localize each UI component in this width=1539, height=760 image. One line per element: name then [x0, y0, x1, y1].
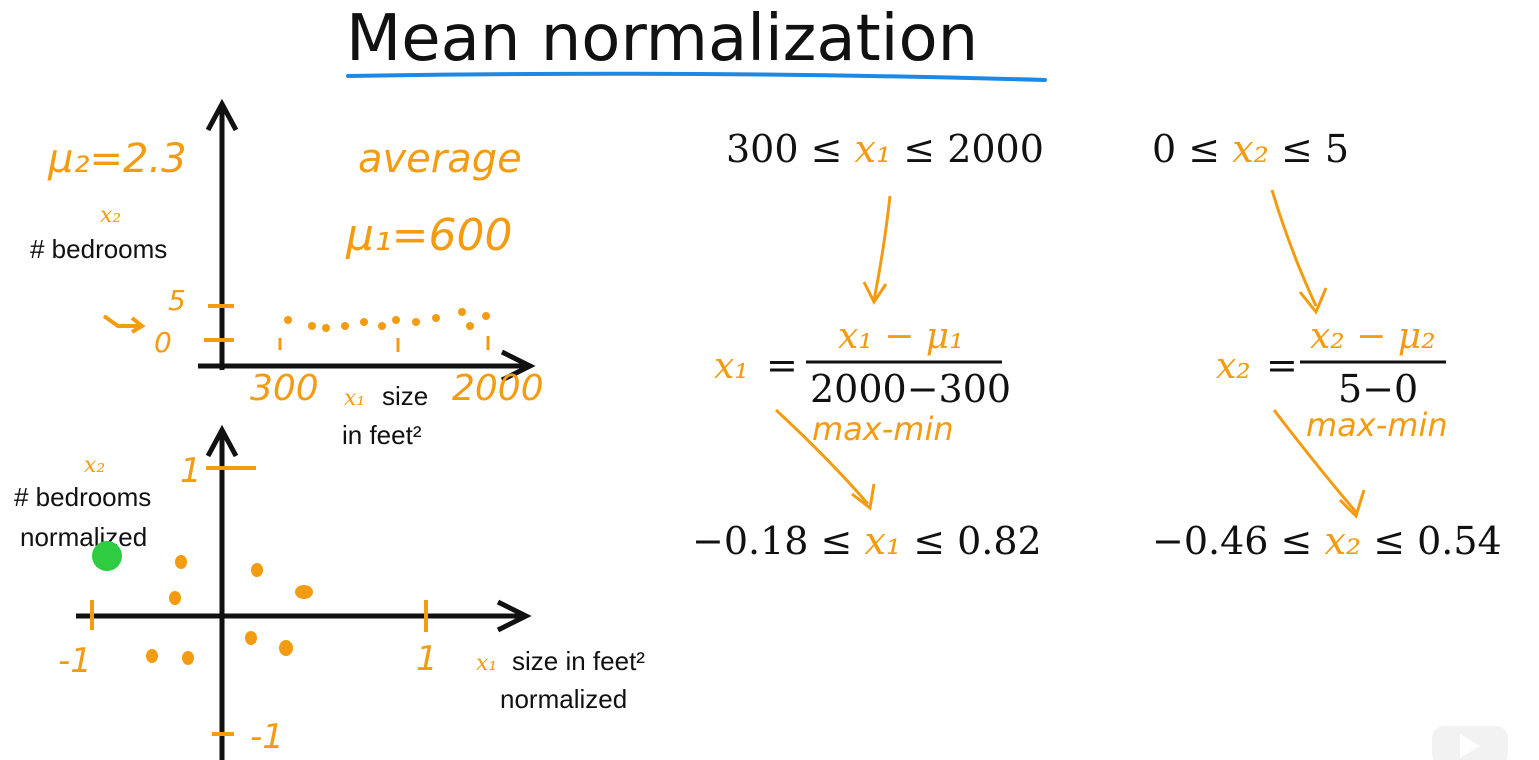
x1-result: −0.18 ≤ x₁ ≤ 0.82: [692, 519, 1042, 563]
bottom-y-tick-1: 1: [180, 451, 202, 491]
page-title: Mean normalization: [346, 2, 978, 76]
bottom-x-tick-1: 1: [416, 639, 438, 679]
x2-formula-column: 0 ≤ x₂ ≤ 5 x₂ = x₂ − μ₂ 5−0 max-min −0.4…: [1152, 127, 1502, 563]
x1-formula-column: 300 ≤ x₁ ≤ 2000 x₁ = x₁ − μ₁ 2000−300 ma…: [692, 127, 1044, 563]
video-logo: [1432, 726, 1508, 760]
bottom-y-tick-neg1: -1: [250, 717, 284, 757]
bottom-x-tick-neg1: -1: [58, 641, 92, 681]
arrow-icon: [1270, 189, 1318, 307]
bottom-data-point: [279, 640, 293, 656]
x1-note: max-min: [812, 410, 954, 448]
x2-denominator: 5−0: [1338, 367, 1418, 411]
top-x-tick-300: 300: [250, 368, 319, 409]
x2-result: −0.46 ≤ x₂ ≤ 0.54: [1152, 519, 1502, 563]
bottom-y-label-line2: normalized: [20, 522, 147, 552]
x1-numerator: x₁ − μ₁: [838, 316, 964, 357]
top-x-label: size: [382, 381, 428, 411]
bottom-data-point: [245, 631, 257, 645]
x2-lhs: x₂: [1216, 346, 1251, 387]
bottom-y-label: # bedrooms: [14, 482, 151, 512]
bottom-x-var: x₁: [476, 651, 497, 676]
top-y-label: # bedrooms: [30, 234, 167, 264]
bottom-x-arrow: [496, 599, 532, 633]
x2-numerator: x₂ − μ₂: [1310, 316, 1436, 357]
top-x-var: x₁: [344, 386, 365, 411]
top-data-point: [341, 322, 349, 330]
mu2-annotation: μ₂=2.3: [47, 136, 187, 182]
bottom-x-label: size in feet²: [512, 646, 645, 676]
top-x-arrow: [500, 349, 536, 383]
arrow-icon: [102, 314, 146, 334]
bottom-y-var: x₂: [84, 453, 105, 478]
top-data-point: [378, 322, 386, 330]
top-x-label-line2: in feet²: [342, 420, 422, 450]
top-data-point: [458, 308, 466, 316]
top-data-point: [392, 316, 400, 324]
arrow-icon: [774, 408, 870, 505]
x1-equals: =: [766, 343, 798, 387]
top-data-point: [482, 312, 490, 320]
top-data-point: [284, 316, 292, 324]
top-y-arrow: [205, 98, 239, 132]
arrow-icon: [872, 195, 892, 301]
x1-lhs: x₁: [714, 346, 749, 387]
arrow-icon: [862, 281, 888, 305]
bottom-data-point: [146, 649, 158, 663]
mu1-annotation: μ₁=600: [345, 210, 512, 261]
x1-range: 300 ≤ x₁ ≤ 2000: [726, 127, 1044, 171]
x2-range: 0 ≤ x₂ ≤ 5: [1152, 127, 1349, 171]
bottom-chart: x₂ # bedrooms normalized 1 -1 -1 1 x₁ si…: [14, 424, 645, 760]
top-y-tick-5: 5: [168, 284, 186, 317]
top-data-point: [360, 318, 368, 326]
top-y-var: x₂: [100, 203, 121, 228]
arrow-icon: [1272, 409, 1358, 513]
bottom-x-label-line2: normalized: [500, 684, 627, 714]
top-chart: μ₂=2.3 average μ₁=600 x₂ # bedrooms 5 0 …: [30, 98, 544, 450]
bottom-data-point: [169, 591, 181, 605]
top-data-point: [308, 322, 316, 330]
x2-note: max-min: [1306, 406, 1448, 444]
bottom-y-arrow: [205, 424, 239, 458]
arrow-icon: [851, 483, 876, 511]
arrow-icon: [1338, 489, 1366, 519]
x1-denominator: 2000−300: [810, 367, 1011, 411]
top-data-point: [322, 324, 330, 332]
bottom-data-point: [175, 555, 187, 569]
average-annotation: average: [358, 136, 522, 182]
top-x-tick-2000: 2000: [452, 368, 544, 409]
top-data-point: [432, 314, 440, 322]
bottom-data-point: [182, 651, 194, 665]
laser-pointer: [92, 541, 122, 571]
bottom-data-point: [295, 585, 313, 599]
top-data-point: [466, 322, 474, 330]
title-underline: [346, 71, 1047, 82]
bottom-data-point: [251, 563, 263, 577]
top-data-point: [412, 318, 420, 326]
arrow-icon: [1298, 287, 1328, 315]
top-y-tick-0: 0: [154, 326, 172, 359]
x2-equals: =: [1266, 343, 1298, 387]
